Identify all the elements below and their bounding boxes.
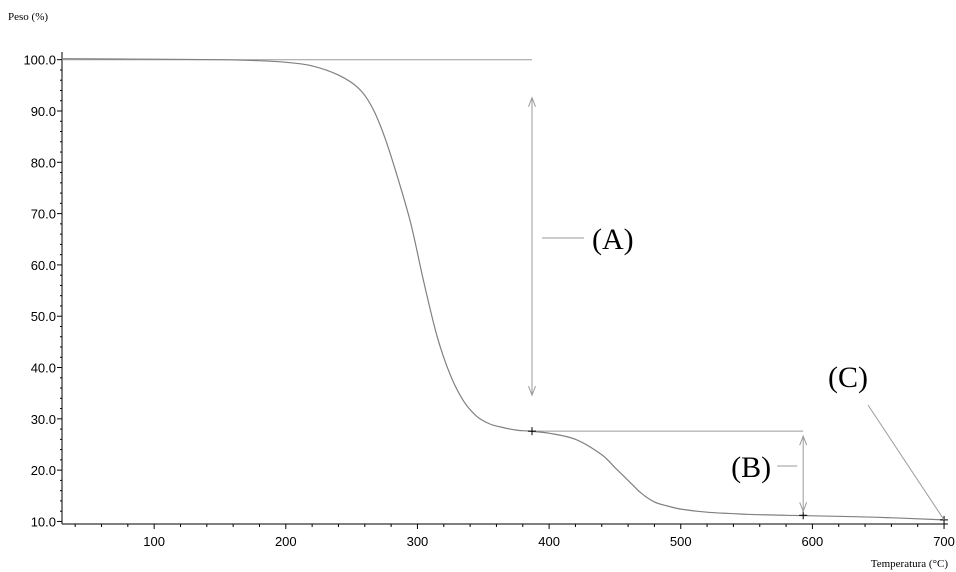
x-tick-label: 600 <box>802 534 824 549</box>
tga-curve <box>61 58 945 521</box>
label-b: (B) <box>731 451 771 484</box>
x-axis-title: Temperatura (°C) <box>871 558 949 570</box>
y-tick-label: 50.0 <box>31 309 56 324</box>
x-tick-label: 700 <box>933 534 955 549</box>
y-axis-title: Peso (%) <box>8 11 48 23</box>
y-tick-label: 70.0 <box>31 207 56 222</box>
arrow-a-head-top <box>528 96 536 107</box>
arrow-a-head-bottom <box>528 385 536 397</box>
x-tick-label: 500 <box>670 534 692 549</box>
y-tick-label: 90.0 <box>31 104 56 119</box>
y-tick-label: 60.0 <box>31 258 56 273</box>
label-c-leader <box>867 404 945 521</box>
y-tick-label: 20.0 <box>31 463 56 478</box>
label-a: (A) <box>592 223 634 256</box>
y-tick-label: 80.0 <box>31 155 56 170</box>
x-tick-label: 100 <box>143 534 165 549</box>
arrow-b-head-bottom <box>799 502 808 513</box>
plot-area: 10.0 20.0 30.0 40.0 50.0 60.0 70.0 80.0 90.0 100.… <box>23 52 955 549</box>
y-tick-label: 10.0 <box>31 514 56 529</box>
y-tick-label: 100.0 <box>23 53 56 68</box>
arrow-b-head-top <box>799 434 808 446</box>
x-tick-label: 400 <box>538 534 560 549</box>
x-tick-label: 200 <box>275 534 297 549</box>
x-tick-label: 300 <box>407 534 429 549</box>
y-tick-label: 30.0 <box>31 412 56 427</box>
label-c: (C) <box>828 361 868 394</box>
y-tick-label: 40.0 <box>31 361 56 376</box>
